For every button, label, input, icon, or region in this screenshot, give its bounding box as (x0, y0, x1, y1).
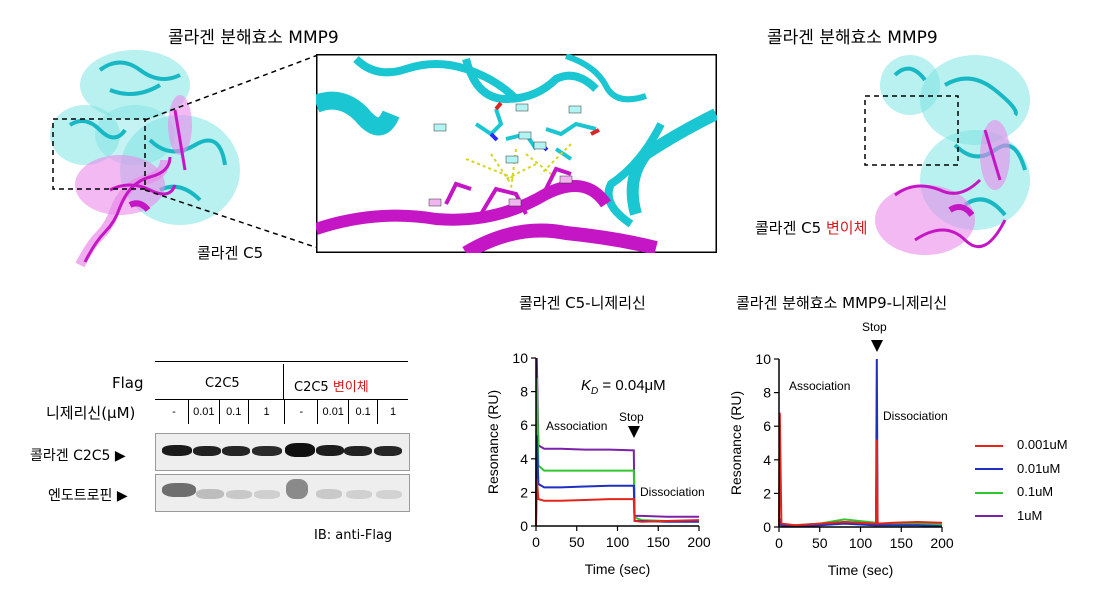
ib-label: IB: anti-Flag (314, 528, 393, 543)
y-axis-label: Resonance (RU) (485, 390, 501, 494)
series-line-0.1uM (535, 378, 699, 527)
spr-left-association-label: Association (546, 419, 608, 433)
x-tick-label: 50 (569, 534, 585, 550)
blot-strip-collagen (155, 433, 410, 471)
conc-cell: 0.01 (317, 400, 350, 424)
flag-group-c2c5-variant: C2C5 변이체 (294, 380, 369, 395)
flag-group-divider (283, 364, 284, 399)
flag-group-c2c5: C2C5 (205, 376, 240, 391)
left-protein-structure (50, 50, 240, 268)
flag-label: Flag (112, 374, 144, 392)
x-tick-label: 50 (812, 535, 828, 551)
legend-swatch-red (975, 444, 1003, 447)
y-tick-label: 10 (512, 350, 528, 366)
y-tick-label: 4 (763, 452, 771, 468)
conc-cell: - (160, 400, 189, 424)
legend-item: 0.01uM (975, 457, 1068, 481)
concentration-label: 니제리신(μM) (46, 404, 136, 422)
x-tick-label: 200 (687, 534, 711, 550)
series-line-0.001uM (778, 412, 943, 528)
y-tick-label: 2 (520, 484, 528, 500)
concentration-header-line (155, 399, 408, 400)
y-tick-label: 6 (763, 418, 771, 434)
conc-cell: - (284, 400, 319, 424)
y-tick-label: 0 (763, 519, 771, 535)
right-chain-label: 콜라겐 C5 변이체 (755, 219, 868, 237)
collagen-c2c5-row-label: 콜라겐 C2C5 ▶ (30, 448, 126, 464)
endotrophin-row-label: 엔도트로핀 ▶ (48, 488, 128, 504)
left-structure-title: 콜라겐 분해효소 MMP9 (168, 28, 339, 48)
x-tick-label: 200 (930, 535, 954, 551)
y-tick-label: 6 (520, 417, 528, 433)
conc-cell: 0.1 (219, 400, 249, 424)
conc-cell: 0.1 (348, 400, 379, 424)
zoomed-interface-view (316, 54, 717, 253)
zoom-lines (144, 54, 319, 249)
legend-swatch-green (975, 491, 1003, 494)
spr-right-association-label: Association (789, 379, 851, 393)
series-line-0.001uM (535, 478, 700, 527)
spr-right-dissociation-label: Dissociation (883, 409, 948, 423)
spr-left-title: 콜라겐 C5-니제리신 (519, 294, 646, 312)
conc-cell: 1 (389, 406, 397, 418)
x-axis-label: Time (sec) (585, 561, 651, 577)
y-tick-label: 8 (763, 385, 771, 401)
spr-right-stop-arrow (871, 340, 883, 352)
right-protein-structure (864, 55, 1030, 255)
right-structure-title: 콜라겐 분해효소 MMP9 (767, 28, 938, 48)
x-tick-label: 0 (775, 535, 783, 551)
legend-item: 0.1uM (975, 480, 1068, 504)
y-tick-label: 8 (520, 384, 528, 400)
x-axis-label: Time (sec) (828, 562, 894, 578)
legend-swatch-blue (975, 468, 1003, 471)
x-tick-label: 150 (890, 535, 914, 551)
legend-swatch-purple (975, 515, 1003, 518)
legend-item: 0.001uM (975, 433, 1068, 457)
x-tick-label: 150 (647, 534, 671, 550)
spr-left-kd: KD = 0.04μM (581, 377, 666, 397)
y-tick-label: 10 (755, 351, 771, 367)
spr-right-title: 콜라겐 분해효소 MMP9-니제리신 (736, 294, 948, 312)
x-tick-label: 100 (849, 535, 873, 551)
spr-left-stop-arrow (628, 426, 640, 438)
blot-strip-endotrophin (155, 474, 410, 512)
spr-left-dissociation-label: Dissociation (640, 485, 705, 499)
conc-cell: 1 (248, 400, 286, 424)
y-axis-label: Resonance (RU) (728, 391, 744, 495)
x-tick-label: 100 (606, 534, 630, 550)
flag-header-line (155, 361, 408, 362)
spr-right-stop-label: Stop (862, 320, 887, 334)
y-tick-label: 4 (520, 451, 528, 467)
x-tick-label: 0 (532, 534, 540, 550)
conc-cell: 0.01 (188, 400, 220, 424)
y-tick-label: 2 (763, 485, 771, 501)
left-chain-label: 콜라겐 C5 (197, 244, 264, 262)
concentration-row: - 0.01 0.1 1 - 0.01 0.1 1 (160, 400, 408, 424)
spr-left-stop-label: Stop (619, 410, 644, 424)
legend-item: 1uM (975, 504, 1068, 528)
y-tick-label: 0 (520, 518, 528, 534)
spr-legend: 0.001uM 0.01uM 0.1uM 1uM (975, 433, 1068, 527)
